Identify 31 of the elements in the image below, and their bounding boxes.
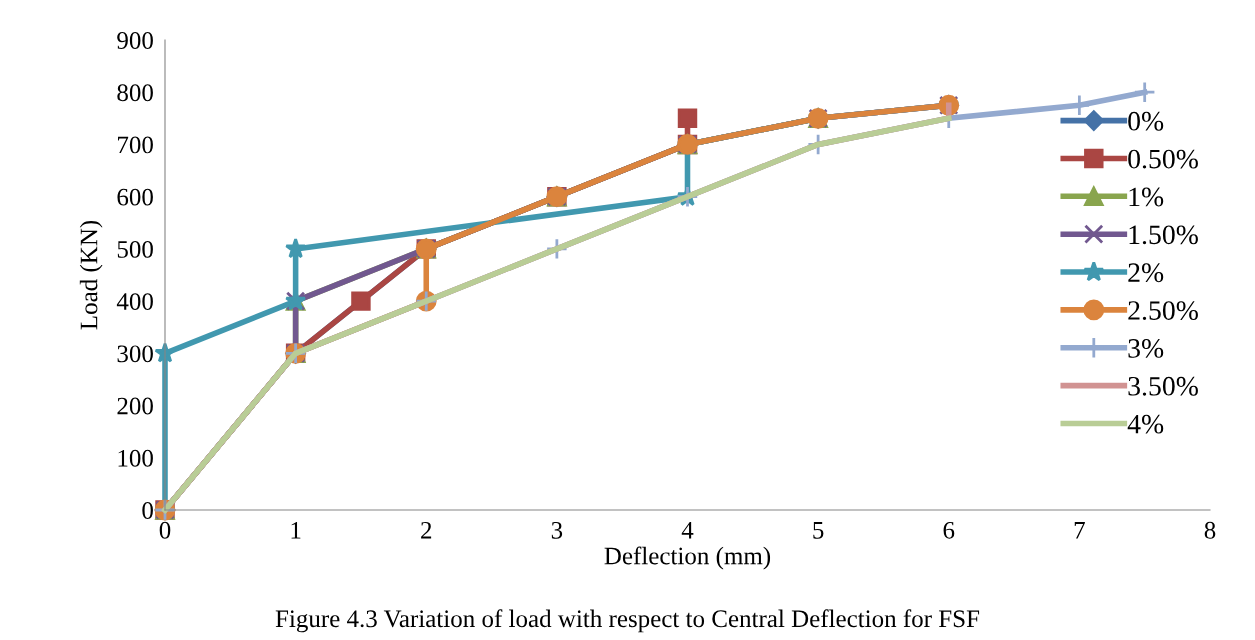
x-tick-label: 1 <box>291 521 301 539</box>
x-tick-label: 8 <box>1204 521 1216 539</box>
legend-label: 2% <box>1128 263 1164 283</box>
legend-label: 3% <box>1128 339 1164 358</box>
x-tick-label: 6 <box>943 521 955 539</box>
x-tick-label: 4 <box>681 522 694 539</box>
y-tick-label: 900 <box>117 32 153 49</box>
y-tick-label: 600 <box>117 188 153 206</box>
y-tick-label: 300 <box>117 345 153 363</box>
x-tick-label: 5 <box>813 522 824 539</box>
legend-label: 2.50% <box>1128 301 1198 321</box>
legend-label: 1.50% <box>1129 225 1198 245</box>
y-tick-label: 700 <box>118 136 153 154</box>
x-axis-title: Deflection (mm) <box>604 546 771 570</box>
y-tick-label: 800 <box>117 84 153 102</box>
legend-label: 1% <box>1129 187 1164 207</box>
x-tick-label: 7 <box>1074 522 1085 539</box>
x-tick-label: 0 <box>159 521 171 539</box>
y-tick-label: 0 <box>142 502 153 519</box>
legend-label: 3.50% <box>1128 376 1198 396</box>
legend-label: 4% <box>1127 414 1164 434</box>
y-axis-title: Load (KN) <box>79 220 103 330</box>
caption: Figure 4.3 Variation of load with respect to Central Deflection for FSF <box>275 609 980 633</box>
x-tick-label: 2 <box>421 521 432 539</box>
y-tick-label: 400 <box>116 293 153 311</box>
y-tick-label: 200 <box>117 397 153 415</box>
y-tick-label: 100 <box>118 449 153 467</box>
y-tick-label: 500 <box>117 240 153 258</box>
x-tick-label: 3 <box>551 521 563 539</box>
legend-label: 0% <box>1128 111 1164 131</box>
legend-label: 0.50% <box>1128 149 1198 169</box>
